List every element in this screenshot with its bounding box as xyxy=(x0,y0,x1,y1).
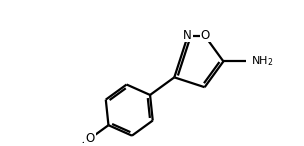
Text: NH$_2$: NH$_2$ xyxy=(250,54,273,68)
Text: N: N xyxy=(183,28,192,41)
Text: O: O xyxy=(85,132,95,145)
Text: O: O xyxy=(201,28,210,41)
